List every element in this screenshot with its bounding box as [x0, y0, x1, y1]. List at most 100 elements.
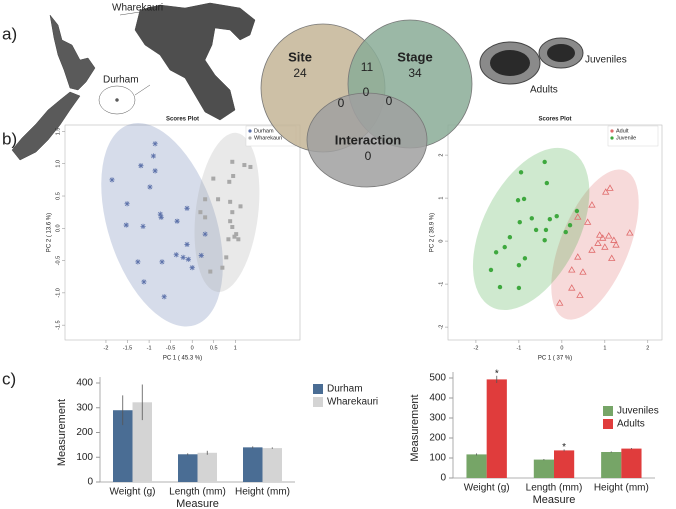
venn-name: Interaction: [335, 132, 402, 147]
point: [234, 232, 239, 237]
point: [521, 196, 527, 202]
bar: [533, 459, 554, 478]
point: [488, 267, 494, 273]
bar: [262, 448, 282, 482]
point: [568, 284, 576, 291]
bar: [486, 379, 507, 478]
panel-label: b): [2, 129, 17, 148]
point: [563, 229, 568, 235]
legend-label: Adults: [617, 419, 645, 430]
point: [124, 201, 130, 207]
x-axis-label: PC 1 ( 37 %): [538, 356, 572, 362]
point: [152, 141, 158, 147]
venn-count: 0: [365, 149, 372, 163]
x-tick-label: Weight (g): [464, 483, 510, 494]
point: [543, 227, 549, 233]
y-tick-label: 2: [438, 154, 444, 157]
point: [228, 219, 233, 224]
venn-count: 11: [361, 60, 374, 74]
x-tick-label: -1: [147, 345, 152, 351]
point: [517, 219, 522, 225]
x-tick-label: Height (mm): [594, 483, 649, 494]
bar: [466, 454, 487, 478]
point: [567, 222, 573, 228]
point: [497, 284, 503, 290]
point: [228, 199, 233, 204]
x-tick-label: -1.5: [123, 345, 132, 351]
x-tick-label: -2: [104, 345, 109, 351]
point: [152, 168, 158, 174]
x-tick-label: 0.5: [210, 345, 218, 351]
point: [610, 236, 618, 243]
point: [184, 241, 190, 248]
point: [232, 234, 237, 239]
x-tick-label: Height (mm): [235, 487, 290, 498]
point: [533, 227, 539, 233]
point: [516, 285, 522, 291]
point: [184, 205, 190, 211]
point: [542, 159, 547, 165]
point: [224, 255, 229, 260]
point: [138, 163, 144, 169]
point: [208, 269, 213, 274]
point: [568, 266, 576, 273]
point: [227, 179, 232, 184]
legend-box: [607, 125, 659, 147]
point: [588, 201, 596, 208]
point: [602, 188, 610, 195]
point: [202, 231, 208, 237]
venn-count: 34: [408, 66, 422, 80]
significance-label: *: [562, 442, 566, 453]
point: [157, 211, 163, 217]
y-tick-label: -0.5: [55, 256, 61, 265]
point: [529, 216, 534, 221]
point: [231, 174, 236, 179]
legend-swatch: [248, 136, 252, 140]
point: [203, 215, 208, 220]
point: [599, 234, 607, 241]
point: [626, 229, 634, 236]
x-tick-label: 0: [560, 345, 563, 351]
venn-count: 0: [363, 85, 370, 99]
map-label: Wharekauri: [112, 3, 163, 14]
bar: [243, 447, 263, 482]
y-tick-label: -1.0: [55, 288, 61, 297]
y-tick-label: 0: [438, 240, 444, 243]
panel-label: a): [2, 24, 17, 43]
plot-frame: [64, 124, 301, 341]
x-tick-label: 2: [646, 345, 649, 351]
point: [608, 254, 616, 261]
legend-label: Adult: [616, 128, 629, 134]
x-axis-label: Measure: [176, 498, 219, 509]
plot-frame: [447, 124, 663, 341]
bar: [197, 452, 217, 482]
y-tick-label: 1.0: [55, 160, 61, 168]
chart-title: Scores Plot: [166, 117, 199, 123]
bar: [132, 402, 152, 482]
legend-swatch: [603, 406, 613, 416]
venn-name: Site: [288, 49, 312, 64]
confidence-ellipse: [551, 169, 639, 320]
y-axis-label: PC 2 ( 39.9 %): [430, 213, 436, 252]
y-axis-label: Measurement: [409, 394, 421, 461]
point: [109, 177, 115, 183]
legend-label: Juveniles: [617, 406, 659, 417]
x-tick-label: -2: [473, 345, 478, 351]
y-tick-label: 500: [429, 373, 446, 384]
legend-swatch: [313, 384, 323, 394]
point: [180, 254, 186, 260]
point: [220, 265, 225, 270]
legend-label: Wharekauri: [254, 135, 282, 141]
point: [198, 252, 204, 259]
point: [574, 213, 582, 220]
map-label: Durham: [103, 75, 139, 86]
x-tick-label: -0.5: [166, 345, 175, 351]
y-tick-label: 100: [429, 453, 446, 464]
legend-swatch: [313, 397, 323, 407]
point: [493, 250, 499, 255]
shells: [479, 37, 584, 85]
venn-count: 0: [386, 94, 393, 108]
bar: [621, 448, 642, 478]
y-tick-label: 1: [438, 197, 444, 200]
bar: [113, 410, 133, 482]
